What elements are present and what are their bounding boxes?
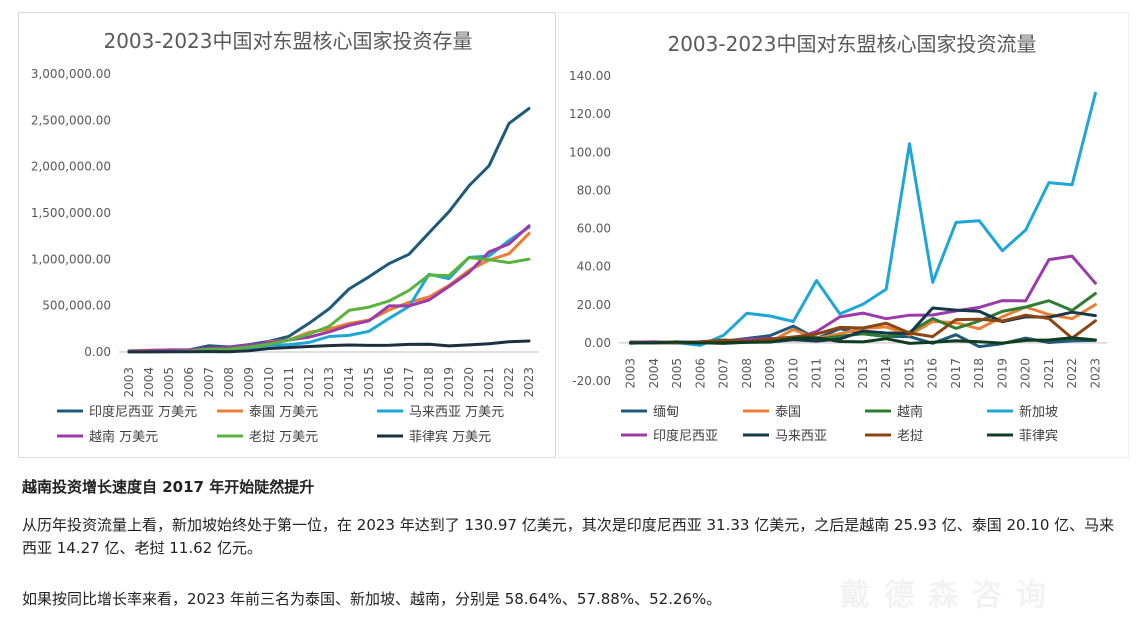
y-tick-label: -20.00 xyxy=(572,374,611,388)
legend-entry: 泰国 万美元 xyxy=(249,405,318,420)
x-tick-label: 2013 xyxy=(856,358,870,389)
x-tick-label: 2021 xyxy=(482,367,496,398)
y-tick-label: 80.00 xyxy=(577,183,611,197)
x-tick-label: 2009 xyxy=(242,367,256,398)
y-tick-label: 140.00 xyxy=(569,69,611,83)
x-tick-label: 2022 xyxy=(1065,358,1079,389)
y-tick-label: 2,000,000.00 xyxy=(31,160,111,174)
x-tick-label: 2013 xyxy=(322,367,336,398)
y-tick-label: 60.00 xyxy=(577,222,611,236)
legend-entry: 新加坡 xyxy=(1019,404,1058,420)
x-tick-label: 2022 xyxy=(502,367,516,398)
x-tick-label: 2005 xyxy=(162,367,176,398)
x-tick-label: 2014 xyxy=(342,367,356,398)
flow-chart-panel: 2003-2023中国对东盟核心国家投资流量 -20.00 0.00 20.00 40.… xyxy=(558,12,1129,458)
y-tick-label: 100.00 xyxy=(569,145,611,159)
series-line xyxy=(629,313,1097,345)
y-tick-label: 20.00 xyxy=(577,298,611,312)
x-tick-label: 2005 xyxy=(670,358,684,389)
x-tick-label: 2003 xyxy=(624,358,638,389)
legend-entry: 菲律宾 xyxy=(1019,428,1058,444)
x-tick-label: 2004 xyxy=(647,358,661,389)
legend-entry: 越南 xyxy=(897,404,923,420)
x-tick-label: 2006 xyxy=(693,358,707,389)
x-tick-label: 2017 xyxy=(949,358,963,389)
x-tick-label: 2020 xyxy=(462,367,476,398)
legend-entry: 马来西亚 xyxy=(775,429,827,444)
x-tick-label: 2010 xyxy=(262,367,276,398)
y-tick-label: 3,000,000.00 xyxy=(31,67,111,81)
legend-entry: 泰国 xyxy=(775,405,801,420)
flow-chart: 2003-2023中国对东盟核心国家投资流量 -20.00 0.00 20.00 40.… xyxy=(569,32,1107,444)
stock-chart: 2003-2023中国对东盟核心国家投资存量 0.00 500,000.00 1,00… xyxy=(31,29,539,445)
x-tick-label: 2019 xyxy=(442,367,456,398)
stock-chart-panel: 2003-2023中国对东盟核心国家投资存量 0.00 500,000.00 1,00… xyxy=(18,12,556,458)
series-line xyxy=(629,336,1097,345)
x-tick-label: 2007 xyxy=(202,367,216,398)
y-tick-label: 2,500,000.00 xyxy=(31,113,111,127)
chart-title: 2003-2023中国对东盟核心国家投资流量 xyxy=(667,32,1036,56)
x-tick-label: 2012 xyxy=(302,367,316,398)
legend-entry: 缅甸 xyxy=(653,405,679,420)
x-tick-label: 2023 xyxy=(522,367,536,398)
series-line xyxy=(127,107,531,353)
x-tick-label: 2015 xyxy=(902,358,916,389)
x-tick-label: 2020 xyxy=(1019,358,1033,389)
y-tick-label: 1,000,000.00 xyxy=(31,252,111,266)
x-tick-label: 2012 xyxy=(833,358,847,389)
y-tick-label: 500,000.00 xyxy=(42,299,111,313)
x-tick-label: 2008 xyxy=(222,367,236,398)
x-tick-label: 2016 xyxy=(382,367,396,398)
x-tick-label: 2006 xyxy=(182,367,196,398)
x-tick-label: 2009 xyxy=(763,358,777,389)
x-tick-label: 2017 xyxy=(402,367,416,398)
series-line xyxy=(127,224,531,354)
x-tick-label: 2016 xyxy=(926,358,940,389)
x-tick-label: 2014 xyxy=(879,358,893,389)
x-tick-label: 2019 xyxy=(995,358,1009,389)
x-tick-label: 2011 xyxy=(282,367,296,398)
x-tick-label: 2004 xyxy=(142,367,156,398)
series-line xyxy=(127,339,531,354)
legend-entry: 印度尼西亚 万美元 xyxy=(89,404,197,420)
x-tick-label: 2007 xyxy=(717,358,731,389)
x-tick-label: 2018 xyxy=(972,358,986,389)
x-tick-label: 2011 xyxy=(810,358,824,389)
y-tick-label: 120.00 xyxy=(569,107,611,121)
legend-entry: 老挝 万美元 xyxy=(249,430,318,445)
paragraph-flow-ranking: 从历年投资流量上看，新加坡始终处于第一位，在 2023 年达到了 130.97 … xyxy=(22,516,1115,558)
legend-entry: 老挝 xyxy=(897,429,923,444)
x-tick-label: 2023 xyxy=(1088,358,1102,389)
x-tick-label: 2010 xyxy=(786,358,800,389)
chart-title: 2003-2023中国对东盟核心国家投资存量 xyxy=(103,29,472,53)
legend-entry: 马来西亚 万美元 xyxy=(409,405,504,420)
y-tick-label: 1,500,000.00 xyxy=(31,206,111,220)
legend-entry: 越南 万美元 xyxy=(89,429,158,445)
x-tick-label: 2003 xyxy=(122,367,136,398)
x-tick-label: 2018 xyxy=(422,367,436,398)
legend-entry: 印度尼西亚 xyxy=(653,428,718,444)
y-tick-label: 0.00 xyxy=(584,336,611,350)
legend-entry: 菲律宾 万美元 xyxy=(409,429,491,445)
y-tick-label: 40.00 xyxy=(577,260,611,274)
x-tick-label: 2008 xyxy=(740,358,754,389)
y-tick-label: 0.00 xyxy=(84,345,111,359)
x-tick-label: 2021 xyxy=(1042,358,1056,389)
headline: 越南投资增长速度自 2017 年开始陡然提升 xyxy=(22,478,315,496)
paragraph-growth-rate: 如果按同比增长率来看，2023 年前三名为泰国、新加坡、越南，分别是 58.64… xyxy=(22,590,722,608)
x-tick-label: 2015 xyxy=(362,367,376,398)
